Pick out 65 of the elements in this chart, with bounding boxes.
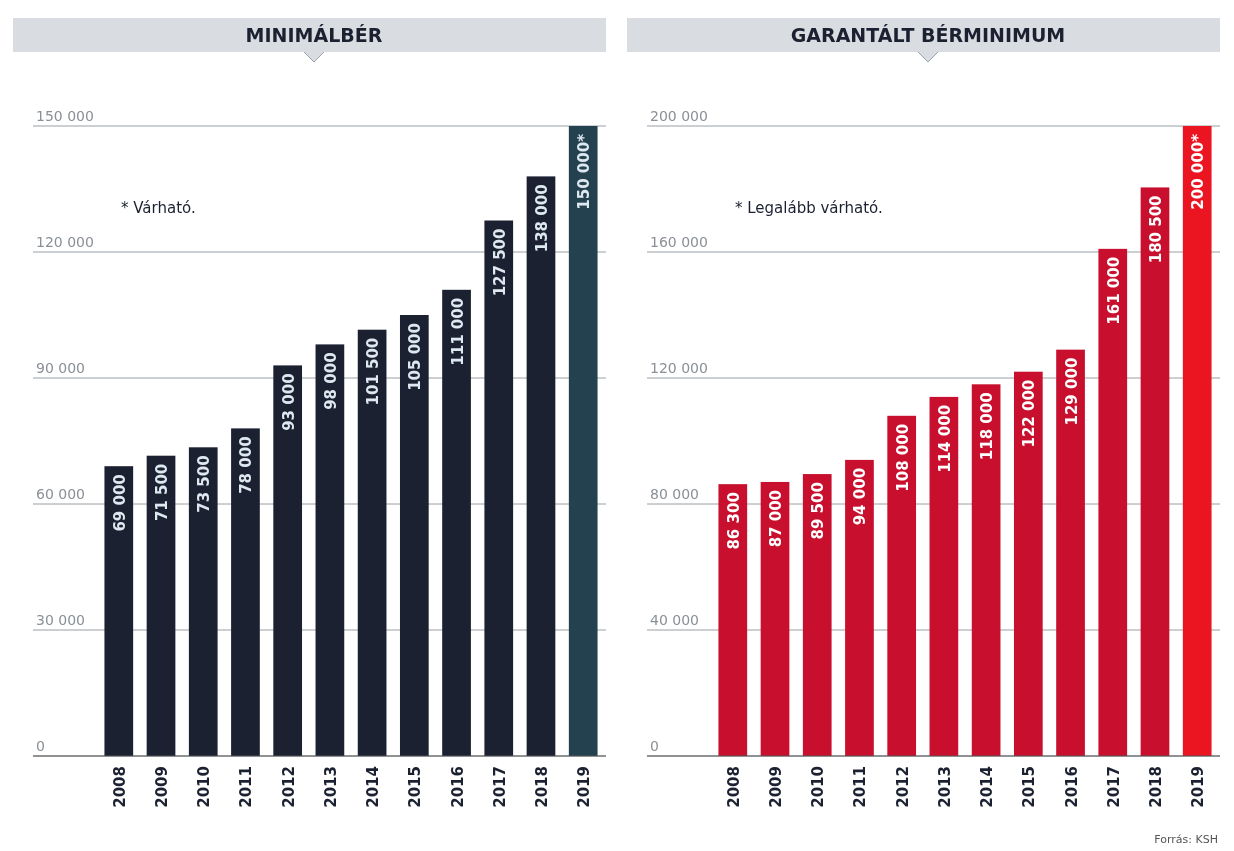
y-tick-label: 80 000: [650, 486, 699, 502]
data-label: 89 500: [809, 482, 828, 540]
y-tick-label: 40 000: [650, 612, 699, 628]
x-tick-label: 2018: [532, 766, 551, 808]
data-label: 118 000: [978, 392, 997, 461]
data-label: 71 500: [153, 463, 172, 522]
x-tick-label: 2010: [195, 766, 214, 808]
annotation: * Legalább várható.: [735, 199, 883, 217]
x-tick-label: 2012: [893, 766, 912, 808]
data-label: 86 300: [724, 492, 743, 550]
x-tick-label: 2009: [153, 766, 172, 808]
y-tick-label: 60 000: [36, 486, 85, 502]
data-label: 73 500: [195, 455, 214, 513]
x-tick-label: 2008: [724, 766, 743, 808]
y-tick-label: 90 000: [36, 360, 85, 376]
x-tick-label: 2013: [935, 766, 954, 808]
y-tick-label: 120 000: [36, 234, 94, 250]
y-tick-label: 200 000: [650, 108, 708, 124]
data-label: 122 000: [1020, 379, 1039, 448]
x-tick-label: 2010: [809, 766, 828, 808]
x-tick-label: 2011: [851, 766, 870, 808]
annotation: * Várható.: [121, 199, 196, 217]
data-label: 138 000: [532, 184, 551, 253]
chart-title: MINIMÁLBÉR: [245, 24, 383, 46]
data-label: 200 000*: [1189, 133, 1208, 210]
data-label: 78 000: [237, 436, 256, 494]
data-label: 111 000: [448, 297, 467, 366]
x-tick-label: 2017: [490, 766, 509, 808]
x-tick-label: 2008: [110, 766, 129, 808]
data-label: 87 000: [767, 489, 786, 548]
data-label: 129 000: [1062, 357, 1081, 426]
data-label: 98 000: [321, 352, 340, 410]
data-label: 93 000: [279, 373, 298, 431]
x-tick-label: 2016: [448, 766, 467, 808]
data-label: 69 000: [110, 474, 129, 532]
chart-title: GARANTÁLT BÉRMINIMUM: [790, 24, 1066, 46]
x-tick-label: 2015: [406, 766, 425, 808]
x-tick-label: 2017: [1104, 766, 1123, 808]
data-label: 150 000*: [575, 133, 594, 210]
data-label: 161 000: [1104, 256, 1123, 325]
data-label: 105 000: [406, 323, 425, 391]
x-tick-label: 2019: [575, 766, 594, 808]
data-label: 114 000: [935, 404, 954, 473]
x-tick-label: 2018: [1146, 766, 1165, 808]
y-tick-label: 150 000: [36, 108, 94, 124]
x-tick-label: 2015: [1020, 766, 1039, 808]
y-tick-label: 30 000: [36, 612, 85, 628]
text: Forrás: KSH: [1154, 833, 1218, 846]
data-label: 180 500: [1146, 195, 1165, 264]
data-label: 108 000: [893, 423, 912, 492]
x-tick-label: 2019: [1189, 766, 1208, 808]
x-tick-label: 2012: [279, 766, 298, 808]
y-tick-label: 160 000: [650, 234, 708, 250]
data-label: 94 000: [851, 467, 870, 526]
y-tick-label: 0: [36, 738, 45, 754]
x-tick-label: 2016: [1062, 766, 1081, 808]
x-tick-label: 2014: [978, 766, 997, 808]
data-label: 101 500: [364, 337, 383, 406]
y-tick-label: 120 000: [650, 360, 708, 376]
x-tick-label: 2009: [767, 766, 786, 808]
data-label: 127 500: [490, 228, 509, 297]
x-tick-label: 2014: [364, 766, 383, 808]
x-tick-label: 2013: [321, 766, 340, 808]
y-tick-label: 0: [650, 738, 659, 754]
x-tick-label: 2011: [237, 766, 256, 808]
